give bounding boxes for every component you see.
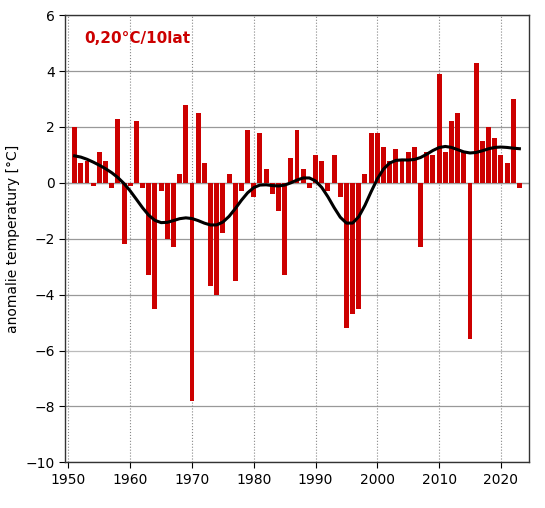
Bar [264, 169, 269, 183]
Bar [140, 183, 145, 188]
Bar [412, 146, 417, 183]
Bar [405, 152, 411, 183]
Bar [461, 152, 467, 183]
Bar [331, 155, 337, 183]
Bar [387, 161, 392, 183]
Bar [325, 183, 330, 192]
Bar [338, 183, 343, 197]
Bar [245, 130, 250, 183]
Bar [362, 175, 367, 183]
Bar [288, 157, 293, 183]
Bar [443, 152, 448, 183]
Bar [375, 133, 380, 183]
Bar [301, 169, 306, 183]
Bar [103, 161, 108, 183]
Bar [511, 99, 516, 183]
Bar [153, 183, 158, 309]
Bar [393, 149, 398, 183]
Bar [202, 164, 207, 183]
Bar [233, 183, 238, 280]
Bar [122, 183, 126, 244]
Bar [220, 183, 226, 233]
Bar [350, 183, 355, 314]
Y-axis label: anomalie temperatury [°C]: anomalie temperatury [°C] [6, 145, 20, 333]
Bar [307, 183, 312, 188]
Bar [159, 183, 164, 192]
Bar [72, 127, 77, 183]
Bar [171, 183, 176, 247]
Bar [183, 105, 189, 183]
Bar [251, 183, 256, 197]
Bar [399, 161, 404, 183]
Bar [196, 113, 201, 183]
Bar [492, 138, 497, 183]
Bar [190, 183, 195, 401]
Bar [368, 133, 374, 183]
Bar [208, 183, 213, 287]
Bar [84, 161, 89, 183]
Bar [449, 121, 454, 183]
Bar [128, 183, 133, 185]
Bar [134, 121, 139, 183]
Bar [455, 113, 460, 183]
Bar [437, 74, 441, 183]
Bar [344, 183, 349, 328]
Bar [498, 155, 504, 183]
Bar [90, 183, 96, 185]
Bar [480, 141, 485, 183]
Bar [227, 175, 232, 183]
Bar [517, 183, 522, 188]
Bar [257, 133, 263, 183]
Bar [418, 183, 423, 247]
Bar [146, 183, 152, 275]
Bar [109, 183, 114, 188]
Bar [313, 155, 318, 183]
Bar [424, 152, 429, 183]
Bar [474, 63, 479, 183]
Bar [282, 183, 287, 275]
Bar [486, 127, 491, 183]
Bar [381, 146, 386, 183]
Bar [214, 183, 219, 295]
Bar [177, 175, 182, 183]
Bar [319, 161, 324, 183]
Text: 0,20°C/10lat: 0,20°C/10lat [84, 31, 190, 46]
Bar [356, 183, 361, 309]
Bar [505, 164, 510, 183]
Bar [165, 183, 170, 239]
Bar [78, 164, 83, 183]
Bar [468, 183, 473, 339]
Bar [239, 183, 244, 192]
Bar [294, 130, 300, 183]
Bar [276, 183, 281, 211]
Bar [270, 183, 275, 194]
Bar [97, 152, 102, 183]
Bar [116, 119, 120, 183]
Bar [431, 155, 435, 183]
